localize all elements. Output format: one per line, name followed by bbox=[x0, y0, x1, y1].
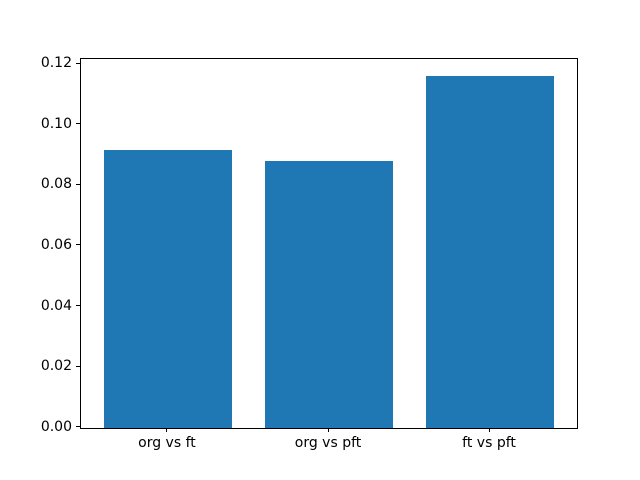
bar-org-vs-pft bbox=[264, 161, 394, 428]
bar-ft-vs-pft bbox=[425, 76, 555, 428]
y-tick-label: 0.06 bbox=[40, 236, 72, 253]
y-tick-label: 0.08 bbox=[40, 176, 72, 193]
y-tick-label: 0.10 bbox=[40, 115, 72, 132]
x-tick-label: ft vs pft bbox=[462, 434, 516, 451]
y-tick-mark bbox=[76, 62, 80, 64]
y-tick-mark bbox=[76, 183, 80, 185]
y-tick-mark bbox=[76, 305, 80, 307]
x-tick-mark bbox=[488, 427, 490, 432]
y-tick-mark bbox=[76, 426, 80, 428]
y-tick-mark bbox=[76, 123, 80, 125]
x-tick-label: org vs pft bbox=[294, 434, 362, 451]
bar-org-vs-ft bbox=[103, 150, 233, 428]
y-tick-mark bbox=[76, 244, 80, 246]
y-tick-label: 0.02 bbox=[40, 358, 72, 375]
x-tick-label: org vs ft bbox=[138, 434, 196, 451]
y-tick-label: 0.12 bbox=[40, 55, 72, 72]
y-tick-mark bbox=[76, 365, 80, 367]
x-tick-mark bbox=[166, 427, 168, 432]
plot-area bbox=[80, 57, 578, 429]
y-tick-label: 0.00 bbox=[40, 418, 72, 435]
y-tick-label: 0.04 bbox=[40, 297, 72, 314]
x-tick-mark bbox=[327, 427, 329, 432]
